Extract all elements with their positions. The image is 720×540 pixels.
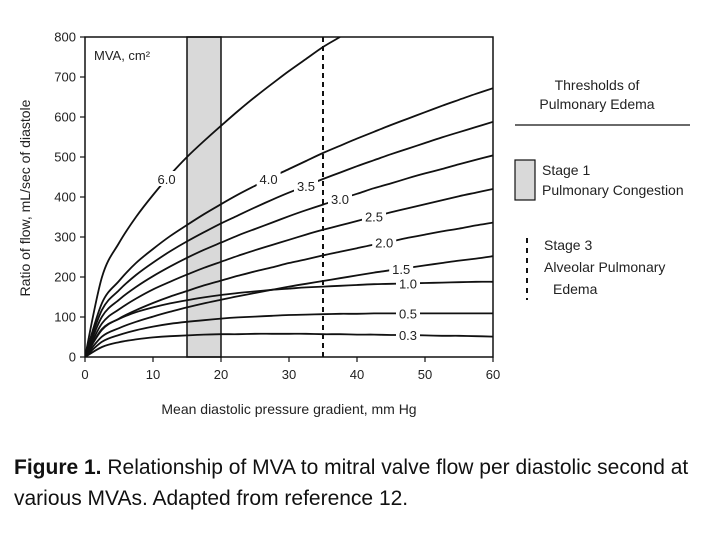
y-axis-label: Ratio of flow, mL/sec of diastole xyxy=(17,99,33,296)
x-axis-label: Mean diastolic pressure gradient, mm Hg xyxy=(161,401,416,417)
curve-label-bg xyxy=(372,234,397,250)
curve-label-3.0: 3.0 xyxy=(331,192,349,207)
x-tick-label: 30 xyxy=(282,367,296,382)
x-tick-label: 10 xyxy=(146,367,160,382)
curve-label-bg xyxy=(396,275,420,291)
curve-mva-6.0 xyxy=(85,37,341,357)
x-tick-label: 40 xyxy=(350,367,364,382)
y-tick-label: 500 xyxy=(54,150,76,165)
curve-label-3.5: 3.5 xyxy=(297,179,315,194)
curve-label-bg xyxy=(256,170,281,186)
curve-label-bg xyxy=(362,208,386,224)
curve-header: MVA, cm² xyxy=(94,48,151,63)
curve-mva-4.0 xyxy=(85,87,493,357)
curves-group xyxy=(85,37,493,357)
x-tick-label: 0 xyxy=(81,367,88,382)
legend-stage1-line2: Pulmonary Congestion xyxy=(542,182,684,198)
y-tick-label: 200 xyxy=(54,270,76,285)
x-tick-label: 20 xyxy=(214,367,228,382)
curve-mva-3.5 xyxy=(85,120,493,357)
curve-mva-3.0 xyxy=(85,154,493,357)
curve-mva-1.0 xyxy=(85,280,493,357)
x-tick-label: 60 xyxy=(486,367,500,382)
curve-label-bg xyxy=(294,177,318,193)
y-tick-label: 800 xyxy=(54,30,76,45)
curve-mva-0.3 xyxy=(85,332,493,357)
y-tick-label: 0 xyxy=(69,350,76,365)
curve-mva-0.5 xyxy=(85,312,493,357)
chart-figure: 0 10 20 30 40 50 60 0 100 200 300 400 500 600 700 800 6… xyxy=(17,30,690,417)
curve-label-2.5: 2.5 xyxy=(365,210,383,225)
y-tick-label: 700 xyxy=(54,70,76,85)
legend: Thresholds of Pulmonary Edema Stage 1 Pu… xyxy=(514,77,690,300)
stage1-band xyxy=(186,36,222,358)
legend-stage3-line2: Alveolar Pulmonary xyxy=(544,259,665,275)
y-tick-label: 400 xyxy=(54,190,76,205)
curve-label-bg xyxy=(396,305,420,321)
caption-prefix: Figure 1. xyxy=(14,456,102,479)
legend-title-line2: Pulmonary Edema xyxy=(539,96,654,112)
curve-mva-1.5 xyxy=(85,255,493,357)
curve-label-4.0: 4.0 xyxy=(260,172,278,187)
curve-mva-2.0 xyxy=(85,221,493,357)
curve-label-bg xyxy=(154,171,179,186)
curve-label-bg xyxy=(328,191,352,206)
y-tick-label: 300 xyxy=(54,230,76,245)
caption-text: Relationship of MVA to mitral valve flow… xyxy=(14,456,689,510)
legend-stage1-line1: Stage 1 xyxy=(542,162,590,178)
curve-label-bg xyxy=(396,327,420,342)
y-tick-label: 600 xyxy=(54,110,76,125)
curve-label-bg xyxy=(389,260,414,276)
figure-caption: Figure 1. Relationship of MVA to mitral … xyxy=(14,452,714,514)
curve-label-0.3: 0.3 xyxy=(399,328,417,343)
legend-stage3-line1: Stage 3 xyxy=(544,237,592,253)
curve-label-1.5: 1.5 xyxy=(392,262,410,277)
curve-mva-2.5 xyxy=(85,188,493,357)
curve-label-1.0: 1.0 xyxy=(399,276,417,291)
curve-labels: 6.0 4.0 3.5 3.0 2.5 2.0 1.51.0 0.5 0.3 xyxy=(154,170,420,343)
legend-stage3-line3: Edema xyxy=(553,281,598,297)
curve-label-6.0: 6.0 xyxy=(158,172,176,187)
curve-label-0.5: 0.5 xyxy=(399,306,417,321)
curve-label-2.0: 2.0 xyxy=(375,236,393,251)
legend-stage1-swatch xyxy=(514,159,536,201)
y-tick-label: 100 xyxy=(54,310,76,325)
legend-title-line1: Thresholds of xyxy=(555,77,640,93)
x-tick-label: 50 xyxy=(418,367,432,382)
